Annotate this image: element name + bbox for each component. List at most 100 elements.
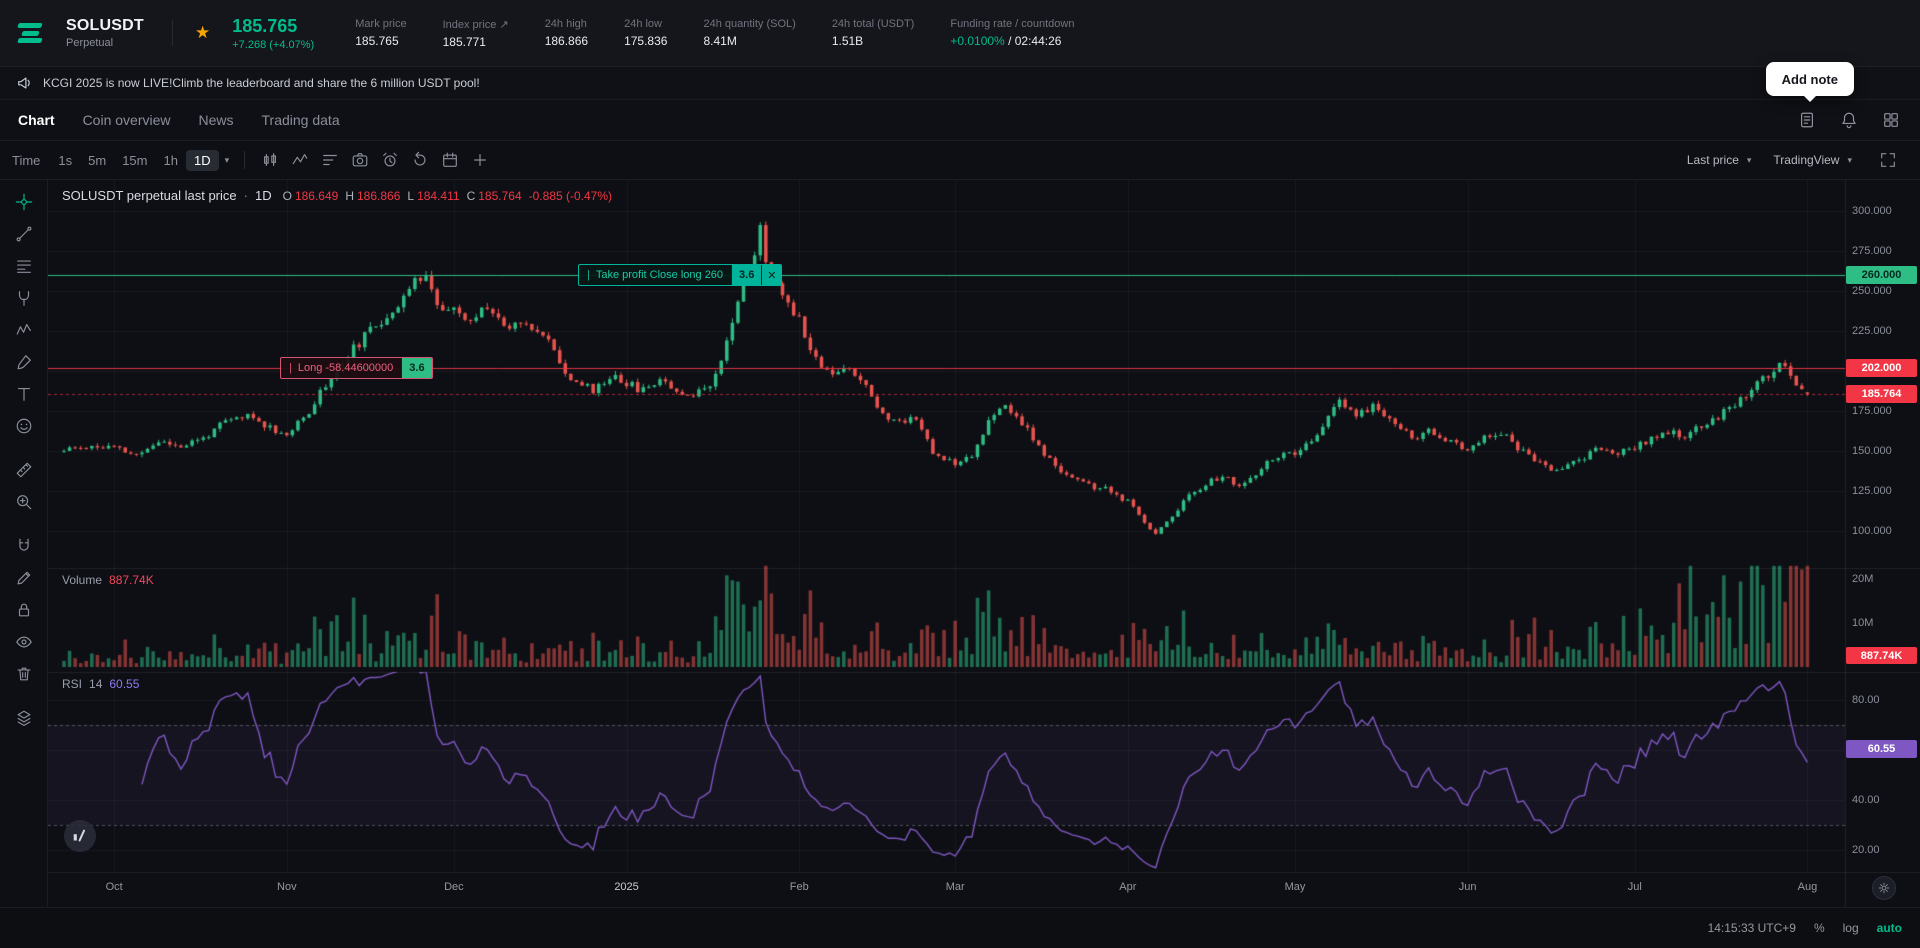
time-tick-apr: Apr (1119, 881, 1137, 893)
close-take-profit-icon[interactable]: ✕ (761, 265, 782, 285)
stat-label: Mark price (355, 17, 407, 30)
take-profit-qty-chip[interactable]: 3.6 (731, 265, 762, 285)
take-profit-price-badge[interactable]: 260.000 (1846, 266, 1917, 284)
stat-label: 24h quantity (SOL) (703, 17, 796, 30)
snapshot-button[interactable] (346, 147, 374, 173)
tab-trading-data[interactable]: Trading data (261, 112, 340, 128)
template-button[interactable] (316, 147, 344, 173)
object-tree-tool[interactable] (7, 702, 41, 734)
tabs: Chart Coin overview News Trading data (18, 100, 340, 140)
stat-label: 24h high (544, 17, 587, 30)
interval-1d[interactable]: 1D (185, 149, 219, 171)
divider (244, 151, 246, 169)
tab-news[interactable]: News (198, 112, 234, 128)
price-tick: 300.000 (1852, 205, 1892, 217)
rsi-badge: 60.55 (1846, 739, 1917, 758)
emoji-tool[interactable] (7, 410, 41, 442)
price-axis[interactable]: 260.000 202.000 185.764 887.74K 60.55 30… (1845, 180, 1920, 872)
brush-tool[interactable] (7, 346, 41, 378)
apps-icon[interactable] (1880, 109, 1902, 131)
time-tick-oct: Oct (105, 881, 123, 893)
favorite-star-icon[interactable]: ★ (195, 23, 211, 42)
add-note-button[interactable]: Add note (1765, 62, 1854, 102)
text-tool[interactable] (7, 378, 41, 410)
stat-value: 186.866 (544, 33, 589, 48)
announcement-bar[interactable]: KCGI 2025 is now LIVE!Climb the leaderbo… (0, 67, 1920, 100)
bell-icon[interactable] (1838, 109, 1860, 131)
take-profit-order-tag[interactable]: | Take profit Close long 260 3.6 ✕ (578, 264, 783, 286)
stat-5: 24h total (USDT) 1.51B (832, 18, 915, 49)
announcement-text: KCGI 2025 is now LIVE!Climb the leaderbo… (43, 76, 480, 90)
clock[interactable]: 14:15:33 UTC+9 (1707, 921, 1796, 935)
stat-value: 8.41M (703, 33, 737, 48)
position-order-tag[interactable]: | Long -58.44600000 3.6 (280, 356, 433, 379)
price-tick: 275.000 (1852, 245, 1892, 257)
chart-style-button[interactable] (256, 147, 284, 173)
exchange-logo-icon[interactable] (17, 19, 46, 47)
chart-shell: Time 1s 5m 15m 1h 1D ▾ Last price ▾ TradingV… (0, 141, 1920, 907)
stat-label: 24h total (USDT) (831, 17, 915, 30)
tab-coin-overview[interactable]: Coin overview (82, 112, 171, 128)
stat-1: Index price ↗ 185.771 (443, 18, 509, 49)
chevron-down-icon: ▾ (1847, 154, 1852, 165)
fib-retracement-tool[interactable] (7, 250, 41, 282)
auto-scale-toggle[interactable]: auto (1876, 921, 1902, 935)
symbol-selector[interactable]: SOLUSDT Perpetual (66, 17, 152, 49)
chart-provider-label: TradingView (1773, 153, 1840, 167)
pitchfork-tool[interactable] (7, 282, 41, 314)
stat-label: Index price ↗ (442, 18, 509, 31)
interval-dropdown-caret-icon[interactable]: ▾ (224, 154, 230, 165)
draw-tool[interactable] (7, 562, 41, 594)
log-scale-toggle[interactable]: log (1842, 921, 1859, 935)
market-type: Perpetual (66, 37, 114, 49)
time-tick-jul: Jul (1627, 881, 1642, 893)
time-tick-feb: Feb (789, 881, 809, 893)
stat-4: 24h quantity (SOL) 8.41M (703, 18, 795, 49)
position-qty-chip[interactable]: 3.6 (401, 357, 432, 378)
gear-icon[interactable] (1872, 876, 1896, 900)
symbol-name: SOLUSDT (66, 17, 144, 34)
interval-1s[interactable]: 1s (58, 152, 73, 168)
stat-value: 1.51B (831, 33, 864, 48)
candlestick-chart-canvas[interactable] (48, 180, 1920, 907)
drawing-toolbar (0, 180, 48, 907)
tabs-right-icons (1796, 109, 1902, 131)
stat-6: Funding rate / countdown +0.0100% / 02:44… (950, 18, 1074, 49)
note-icon[interactable] (1796, 109, 1818, 131)
tradingview-watermark[interactable] (64, 820, 96, 852)
add-button[interactable] (466, 147, 494, 173)
price-tick: 225.000 (1852, 325, 1892, 337)
indicators-button[interactable] (286, 147, 314, 173)
interval-15m[interactable]: 15m (122, 152, 148, 168)
interval-5m[interactable]: 5m (88, 152, 107, 168)
magnet-tool[interactable] (7, 530, 41, 562)
pattern-tool[interactable] (7, 314, 41, 346)
volume-tick: 10M (1852, 617, 1874, 629)
time-tick-may: May (1284, 881, 1306, 893)
crosshair-tool[interactable] (7, 186, 41, 218)
alert-button[interactable] (376, 147, 404, 173)
lock-tool[interactable] (7, 594, 41, 626)
trend-line-tool[interactable] (7, 218, 41, 250)
interval-1h[interactable]: 1h (163, 152, 178, 168)
time-axis[interactable]: Oct Nov Dec 2025 Feb Mar Apr May Jun Jul Aug (48, 872, 1920, 907)
time-tick-dec: Dec (444, 881, 464, 893)
interval-buttons: 1s 5m 15m 1h 1D (50, 149, 219, 171)
tabs-row: Chart Coin overview News Trading data (0, 100, 1920, 141)
last-price: 185.765 (232, 15, 298, 36)
price-source-label: Last price (1686, 153, 1739, 167)
zoom-tool[interactable] (7, 486, 41, 518)
trash-tool[interactable] (7, 658, 41, 690)
stat-value: 185.765 (355, 33, 399, 48)
price-source-dropdown[interactable]: Last price ▾ (1687, 153, 1756, 167)
calendar-button[interactable] (436, 147, 464, 173)
replay-button[interactable] (406, 147, 434, 173)
ruler-tool[interactable] (7, 454, 41, 486)
chart-provider-dropdown[interactable]: TradingView ▾ (1773, 153, 1856, 167)
entry-price-badge[interactable]: 202.000 (1846, 358, 1917, 377)
tab-chart[interactable]: Chart (18, 112, 55, 128)
percent-scale-toggle[interactable]: % (1813, 921, 1825, 935)
hide-tool[interactable] (7, 626, 41, 658)
time-tick-mar: Mar (945, 881, 965, 893)
fullscreen-button[interactable] (1874, 147, 1902, 173)
